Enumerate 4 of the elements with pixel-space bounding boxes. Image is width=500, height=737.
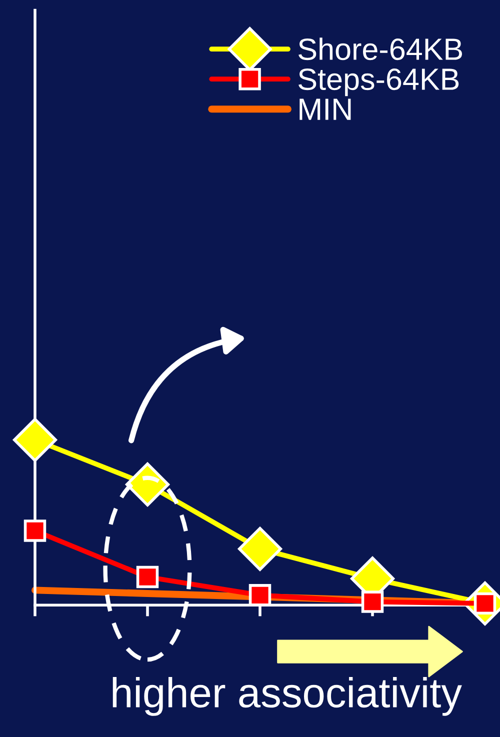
legend-label: Shore-64KB bbox=[298, 38, 462, 60]
legend-label: Steps-64KB bbox=[298, 68, 459, 96]
legend-label: MIN bbox=[300, 98, 351, 120]
text: higher associativity bbox=[112, 677, 462, 716]
